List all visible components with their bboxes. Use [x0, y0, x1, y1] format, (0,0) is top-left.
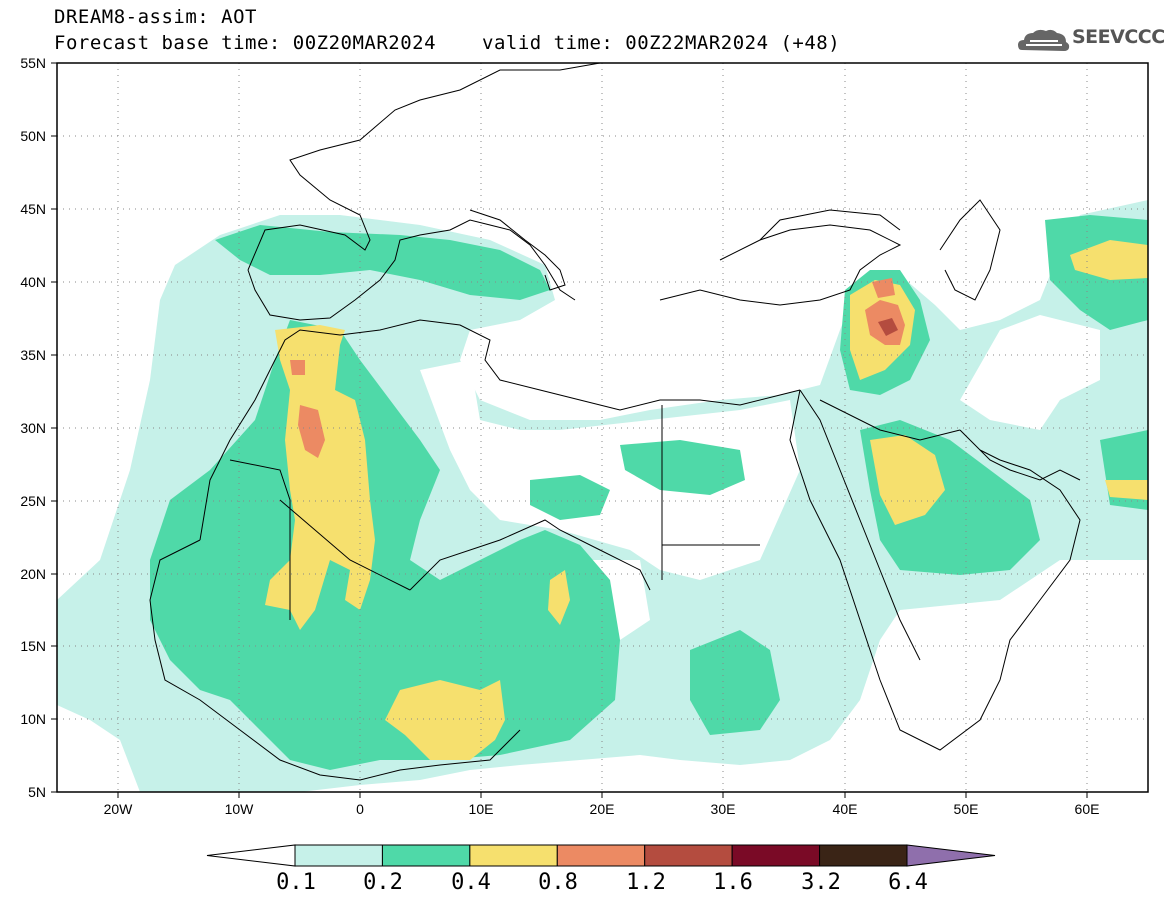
lat-label: 45N — [20, 201, 46, 217]
colorbar-label: 1.6 — [713, 870, 753, 895]
lat-label: 30N — [20, 420, 46, 436]
cloud-logo-icon — [1018, 29, 1070, 51]
lat-label: 40N — [20, 274, 46, 290]
valid-time: valid time: 00Z22MAR2024 (+48) — [482, 32, 841, 54]
logo-text: SEEVCCC — [1072, 26, 1165, 48]
lon-label: 40E — [833, 801, 858, 817]
colorbar-label: 6.4 — [888, 870, 928, 895]
lon-label: 10W — [225, 801, 255, 817]
colorbar-segment — [556, 844, 646, 867]
coastlines — [149, 63, 1081, 781]
lat-label: 10N — [20, 711, 46, 727]
base-time: Forecast base time: 00Z20MAR2024 — [54, 32, 437, 54]
colorbar-segment — [381, 844, 471, 867]
colorbar-segment — [206, 844, 296, 867]
colorbar-segment — [294, 844, 383, 867]
colorbar-label: 0.1 — [276, 870, 316, 895]
lon-label: 10E — [469, 801, 494, 817]
lon-label: 0 — [356, 801, 364, 817]
aot-band-1.2 — [878, 318, 898, 336]
colorbar-segment — [819, 844, 908, 867]
aot-band-0.2 — [150, 320, 620, 770]
lon-label: 30E — [711, 801, 736, 817]
axis-ticks — [51, 62, 1088, 798]
colorbar-label: 0.8 — [538, 870, 578, 895]
colorbar-segment — [644, 844, 733, 867]
aot-band-0.8 — [298, 405, 325, 458]
colorbar-segment — [469, 844, 558, 867]
aot-band-0.4 — [265, 325, 375, 630]
lon-label: 20E — [590, 801, 615, 817]
colorbar — [206, 844, 996, 867]
lat-label: 25N — [20, 493, 46, 509]
lon-label: 50E — [954, 801, 979, 817]
map-title: DREAM8-assim: AOT — [54, 6, 257, 28]
lat-label: 50N — [20, 128, 46, 144]
lat-label: 35N — [20, 347, 46, 363]
colorbar-label: 1.2 — [626, 870, 666, 895]
lat-label: 15N — [20, 638, 46, 654]
colorbar-label: 3.2 — [801, 870, 841, 895]
lat-label: 55N — [20, 55, 46, 71]
lat-label: 5N — [28, 784, 46, 800]
colorbar-segment — [731, 844, 821, 867]
colorbar-label: 0.4 — [451, 870, 491, 895]
colorbar-segment — [906, 844, 996, 867]
colorbar-label: 0.2 — [363, 870, 403, 895]
lat-label: 20N — [20, 566, 46, 582]
lon-label: 60E — [1075, 801, 1100, 817]
lon-label: 20W — [104, 801, 134, 817]
